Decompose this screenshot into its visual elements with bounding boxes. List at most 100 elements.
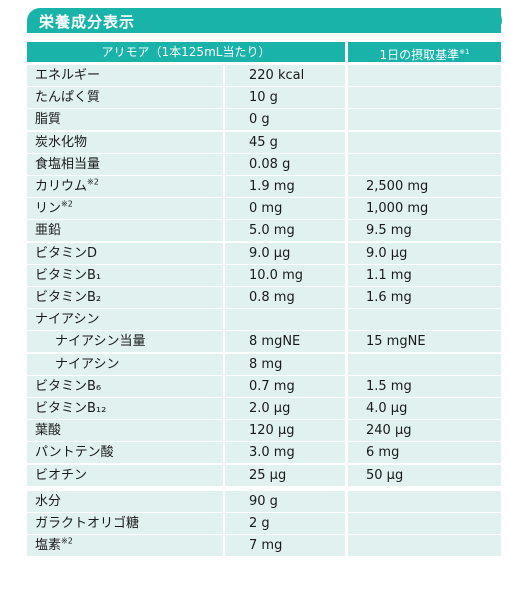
nutrient-name: 水分 (27, 490, 223, 512)
nutrient-standard: 9.0 μg (348, 242, 501, 264)
nutrient-value: 10.0 mg (225, 264, 345, 286)
nutrient-name: パントテン酸 (27, 442, 223, 464)
table-row: 葉酸 120 μg 240 μg (27, 420, 501, 442)
nutrient-name: ナイアシン (27, 309, 223, 331)
nutrient-name-text: ナイアシン (55, 356, 120, 372)
nutrient-name-text: たんぱく質 (35, 90, 101, 106)
nutrient-name: ビタミンB₁₂ (27, 398, 223, 419)
nutrient-name: ビタミンD (27, 242, 223, 264)
table-row: ナイアシン 8 mg (27, 353, 501, 376)
table-row: リン※2 0 mg 1,000 mg (27, 198, 501, 220)
table-row: カリウム※2 1.9 mg 2,500 mg (27, 176, 501, 198)
nutrient-note: ※2 (61, 536, 73, 546)
nutrient-standard: 4.0 μg (348, 398, 501, 419)
nutrient-value: 0.08 g (225, 153, 345, 175)
nutrient-name: ビタミンB₆ (27, 375, 223, 397)
table-row: ナイアシン当量 8 mgNE 15 mgNE (27, 331, 501, 353)
nutrient-value: 2 g (225, 513, 345, 534)
table-row: パントテン酸 3.0 mg 6 mg (27, 442, 501, 464)
nutrient-name: 亜鉛 (27, 220, 223, 242)
nutrient-name: ナイアシン (27, 353, 223, 375)
nutrient-name-text: ビタミンD (35, 245, 98, 261)
table-row: ビタミンB₆ 0.7 mg 1.5 mg (27, 375, 501, 398)
nutrient-name-text: ビタミンB₁ (35, 267, 102, 283)
table-row: 食塩相当量 0.08 g (27, 153, 501, 176)
nutrient-name-text: ビタミンB₁₂ (35, 401, 107, 416)
nutrient-value: 0 g (225, 109, 345, 131)
nutrient-name: エネルギー (27, 65, 223, 86)
nutrient-name: ナイアシン当量 (27, 331, 223, 353)
nutrient-standard: 15 mgNE (348, 331, 501, 353)
nutrient-name: 炭水化物 (27, 131, 223, 153)
header-standard: 1日の摂取基準※1 (348, 42, 501, 62)
nutrient-name-text: ナイアシン当量 (55, 334, 146, 350)
nutrient-value: 0.7 mg (225, 375, 345, 397)
nutrient-value: 9.0 μg (225, 242, 345, 264)
nutrient-standard: 1.1 mg (348, 264, 501, 286)
nutrient-standard: 50 μg (348, 464, 501, 486)
nutrient-name: ガラクトオリゴ糖 (27, 513, 223, 534)
header-standard-label: 1日の摂取基準 (379, 48, 460, 62)
nutrient-name-text: エネルギー (35, 68, 101, 83)
nutrient-value: 45 g (225, 131, 345, 153)
nutrient-name-text: 水分 (35, 493, 62, 509)
table-row: ビタミンB₁₂ 2.0 μg 4.0 μg (27, 398, 501, 420)
nutrient-value: 3.0 mg (225, 442, 345, 464)
nutrient-value: 8 mgNE (225, 331, 345, 353)
nutrient-standard (348, 353, 501, 375)
nutrient-name: 塩素※2 (27, 535, 223, 557)
nutrient-standard (348, 513, 501, 534)
table-row: 亜鉛 5.0 mg 9.5 mg (27, 220, 501, 242)
nutrient-standard (348, 87, 501, 109)
nutrient-name: カリウム※2 (27, 176, 223, 197)
header-product: アリモア（1本125mL当たり） (27, 42, 345, 62)
nutrient-name-text: 食塩相当量 (35, 156, 101, 172)
nutrient-value: 2.0 μg (225, 398, 345, 419)
nutrient-value (225, 309, 345, 331)
nutrient-note: ※2 (87, 177, 99, 187)
nutrient-standard (348, 65, 501, 86)
nutrient-standard (348, 153, 501, 175)
nutrient-name: 食塩相当量 (27, 153, 223, 175)
nutrient-standard: 1,000 mg (348, 198, 501, 220)
nutrient-standard (348, 535, 501, 557)
nutrient-name-text: 葉酸 (35, 423, 62, 439)
nutrient-value: 8 mg (225, 353, 345, 375)
nutrient-name-text: ビタミンB₆ (35, 378, 102, 394)
table-row: ビオチン 25 μg 50 μg (27, 464, 501, 487)
nutrient-standard: 2,500 mg (348, 176, 501, 197)
nutrient-name-text: カリウム (35, 179, 88, 194)
table-row: エネルギー 220 kcal (27, 65, 501, 87)
nutrient-name-text: リン (35, 201, 62, 217)
table-row: 水分 90 g (27, 490, 501, 513)
nutrient-standard: 1.5 mg (348, 375, 501, 397)
table-row: 塩素※2 7 mg (27, 535, 501, 557)
nutrient-value: 1.9 mg (225, 176, 345, 197)
nutrient-name-text: パントテン酸 (35, 445, 114, 461)
table-row: 炭水化物 45 g (27, 131, 501, 154)
nutrient-name: ビタミンB₁ (27, 264, 223, 286)
nutrient-standard (348, 309, 501, 331)
nutrient-standard: 240 μg (348, 420, 501, 442)
nutrient-standard (348, 490, 501, 512)
page-title: 栄養成分表示 (39, 13, 136, 31)
nutrient-name-text: 亜鉛 (35, 223, 62, 239)
table-row: ガラクトオリゴ糖 2 g (27, 513, 501, 535)
table-row: たんぱく質 10 g (27, 87, 501, 109)
nutrient-name: 葉酸 (27, 420, 223, 442)
nutrient-value: 7 mg (225, 535, 345, 557)
table-row: ナイアシン (27, 309, 501, 331)
nutrient-name-text: ガラクトオリゴ糖 (35, 516, 140, 531)
table-row: ビタミンD 9.0 μg 9.0 μg (27, 242, 501, 265)
nutrient-standard: 1.6 mg (348, 287, 501, 308)
nutrient-value: 0.8 mg (225, 287, 345, 308)
nutrient-name: ビタミンB₂ (27, 287, 223, 308)
nutrient-note: ※2 (61, 199, 73, 209)
nutrient-name-text: ナイアシン (35, 312, 100, 328)
nutrient-value: 120 μg (225, 420, 345, 442)
nutrient-name-text: 炭水化物 (35, 134, 88, 150)
nutrient-name-text: ビタミンB₂ (35, 290, 102, 305)
nutrient-standard: 6 mg (348, 442, 501, 464)
nutrient-name: 脂質 (27, 109, 223, 131)
nutrient-name-text: 脂質 (35, 112, 62, 128)
